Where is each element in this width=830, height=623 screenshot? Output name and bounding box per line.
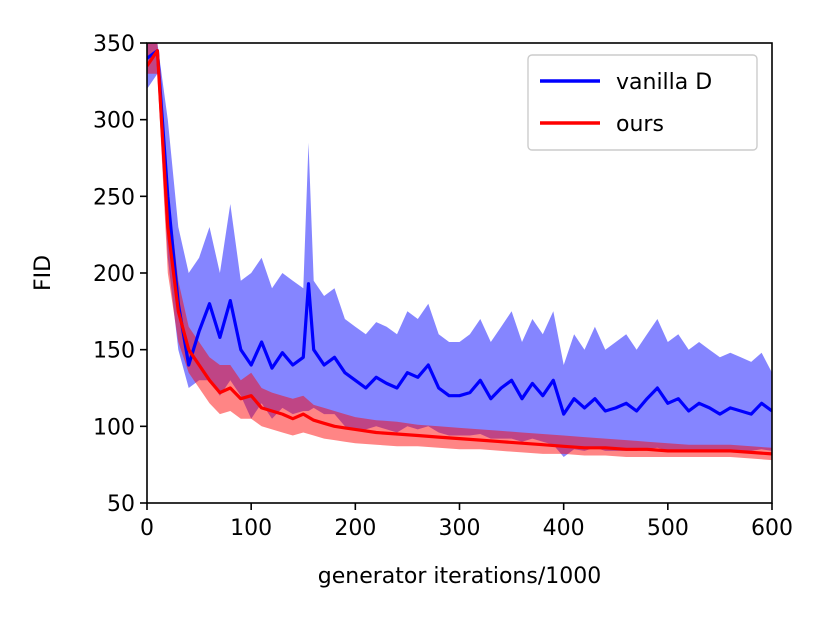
y-tick-label: 100 [93,415,135,440]
y-tick-label: 50 [107,492,135,517]
x-tick-label: 100 [230,516,272,541]
line-ours [147,49,772,456]
line-vanilla-d [147,49,772,416]
y-tick-label: 250 [93,185,135,210]
x-axis-ticks: 0 100 200 300 400 500 600 [140,503,793,541]
legend-box [527,54,758,151]
x-tick-label: 600 [751,516,793,541]
x-tick-label: 500 [647,516,689,541]
y-tick-label: 200 [93,262,135,287]
y-axis-ticks: 50 100 150 200 250 300 350 [93,32,147,517]
y-tick-label: 150 [93,339,135,364]
y-axis-label: FID [31,255,56,291]
legend-label-vanilla-d: vanilla D [616,70,712,95]
x-tick-label: 300 [439,516,481,541]
legend: vanilla D ours [527,54,758,151]
legend-label-ours: ours [616,112,664,137]
x-tick-label: 200 [334,516,376,541]
x-tick-label: 0 [140,516,154,541]
x-tick-label: 400 [543,516,585,541]
x-axis-label: generator iterations/1000 [318,564,601,589]
y-tick-label: 350 [93,32,135,57]
series-lines [147,49,772,456]
y-tick-label: 300 [93,109,135,134]
